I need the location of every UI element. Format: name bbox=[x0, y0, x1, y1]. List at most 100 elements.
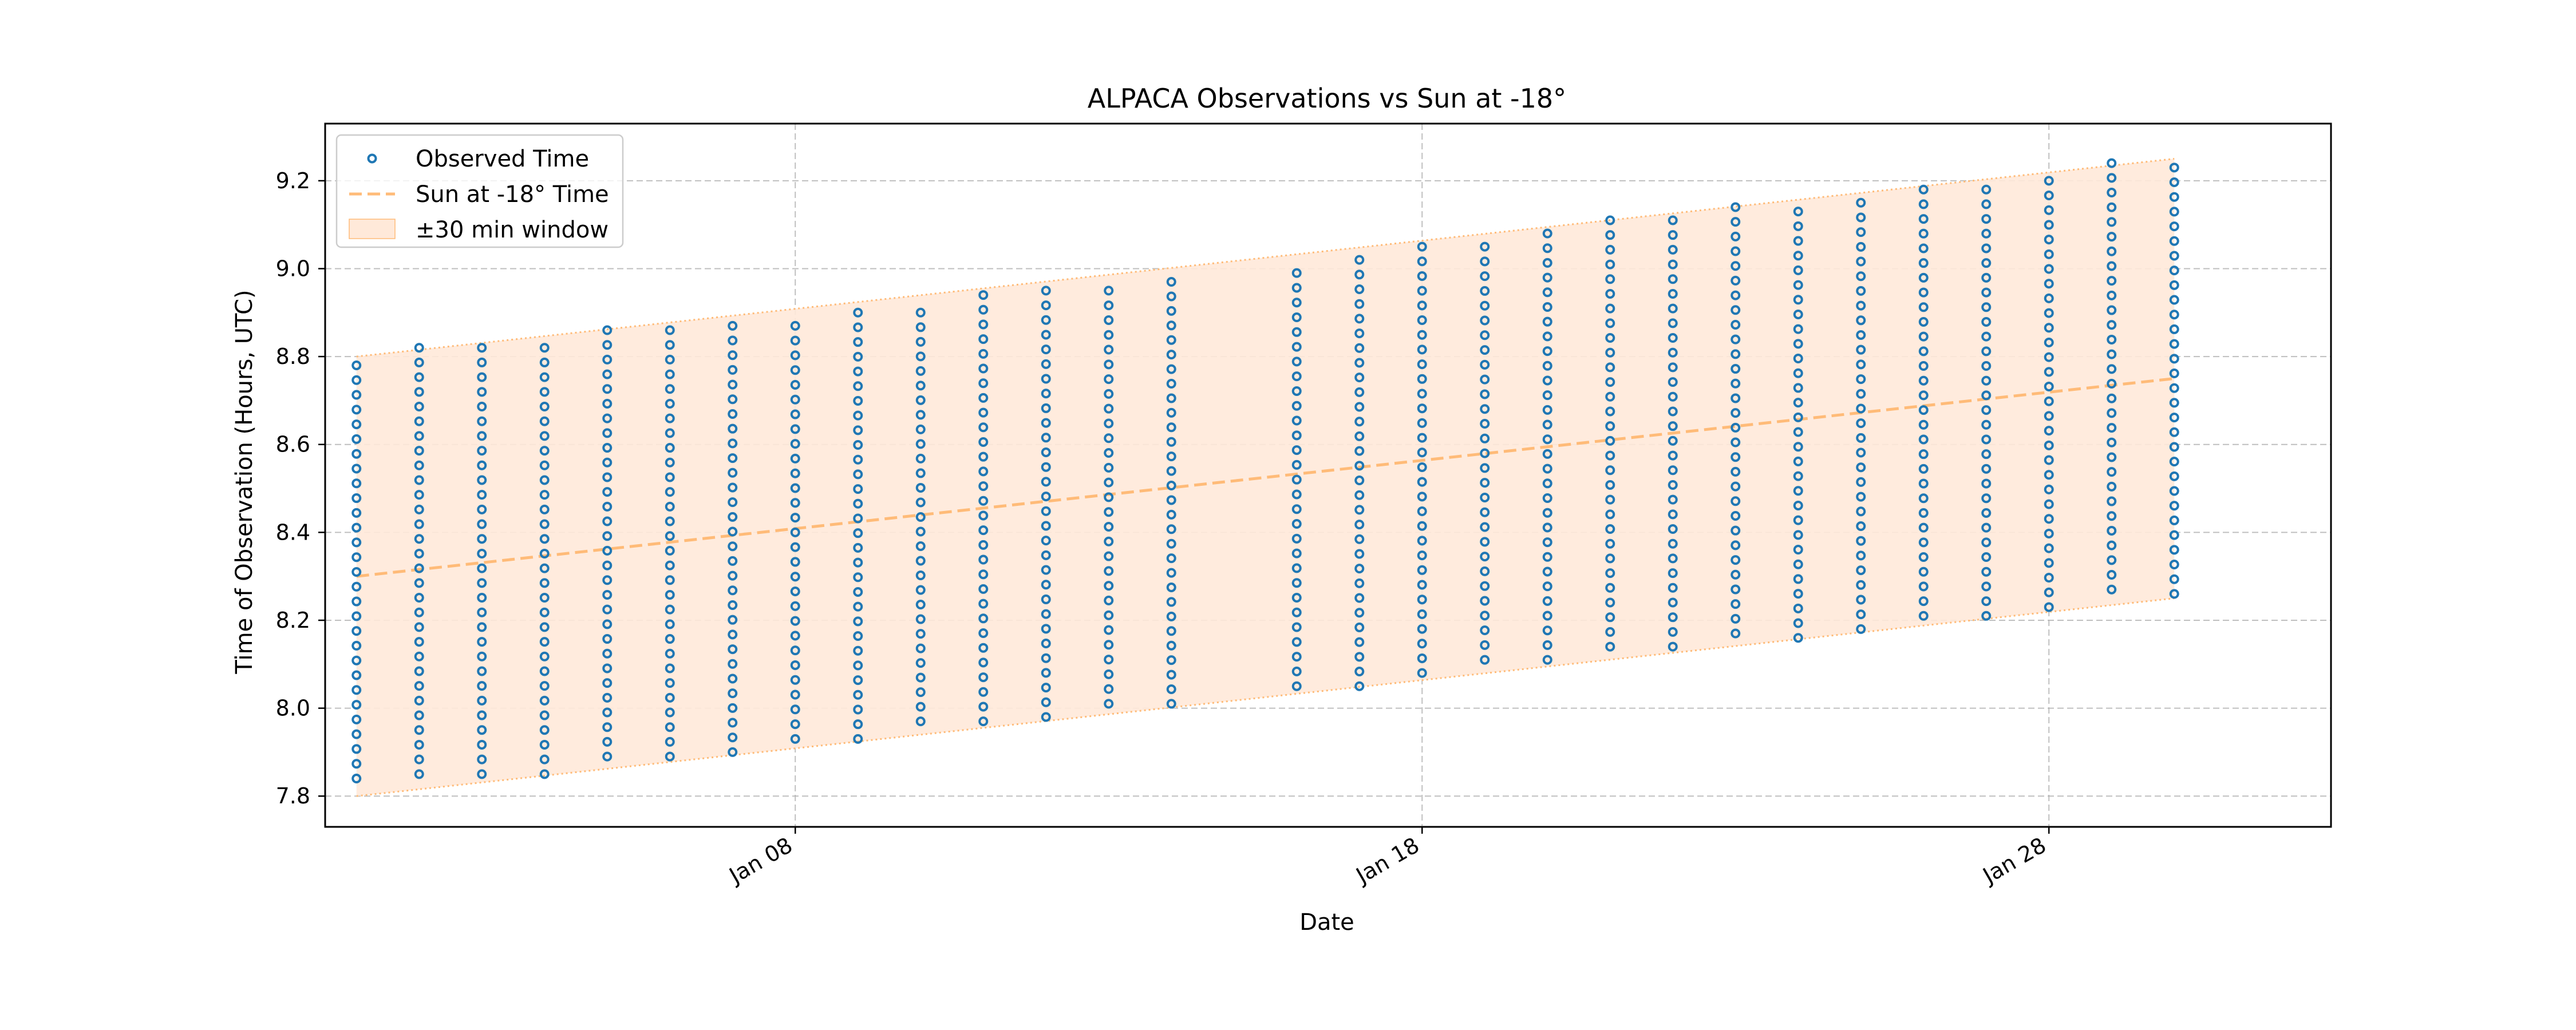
observation-point bbox=[1605, 259, 1615, 270]
observation-point bbox=[1480, 330, 1490, 340]
observation-point bbox=[728, 600, 738, 610]
observation-point bbox=[1041, 550, 1051, 560]
observation-point bbox=[1542, 566, 1552, 577]
observation-point bbox=[1668, 421, 1678, 431]
observation-point bbox=[1981, 566, 1992, 577]
observation-point bbox=[1605, 583, 1615, 593]
observation-point bbox=[1856, 212, 1866, 223]
sun-line-layer bbox=[356, 377, 2175, 578]
observation-point bbox=[477, 607, 487, 617]
observation-point bbox=[1354, 505, 1365, 515]
observation-point bbox=[1793, 309, 1803, 319]
observation-point bbox=[477, 578, 487, 588]
observation-point bbox=[1668, 230, 1678, 240]
observation-point bbox=[1981, 199, 1992, 209]
observation-point bbox=[1417, 492, 1427, 502]
observation-point bbox=[1542, 287, 1552, 298]
observation-point bbox=[1041, 374, 1051, 384]
observation-point bbox=[1480, 537, 1490, 547]
observation-point bbox=[1354, 387, 1365, 397]
observation-point bbox=[2169, 177, 2179, 188]
observation-point bbox=[414, 754, 424, 764]
observation-point bbox=[477, 519, 487, 529]
observation-point bbox=[1856, 256, 1866, 267]
observation-point bbox=[978, 657, 989, 668]
observation-point bbox=[1542, 625, 1552, 636]
observation-point bbox=[665, 736, 675, 747]
observation-point bbox=[602, 678, 613, 688]
observation-point bbox=[2169, 442, 2179, 452]
observation-point bbox=[1793, 207, 1803, 217]
observation-point bbox=[1918, 611, 1929, 621]
observation-point bbox=[1166, 379, 1176, 389]
observation-point bbox=[477, 548, 487, 558]
observation-point bbox=[602, 501, 613, 512]
observation-point bbox=[2107, 364, 2117, 374]
observation-point bbox=[2044, 279, 2054, 289]
observation-point bbox=[602, 589, 613, 600]
legend-label: Sun at -18° Time bbox=[416, 181, 609, 208]
observation-point bbox=[1605, 524, 1615, 534]
observation-point bbox=[915, 512, 926, 522]
observation-point bbox=[1793, 236, 1803, 246]
observation-point bbox=[853, 572, 863, 583]
observation-point bbox=[728, 350, 738, 360]
observation-point bbox=[2169, 515, 2179, 525]
observation-point bbox=[1730, 305, 1741, 315]
observation-point bbox=[1981, 302, 1992, 312]
observation-point bbox=[790, 483, 800, 493]
observation-point bbox=[1480, 404, 1490, 414]
observation-point bbox=[351, 478, 362, 489]
observation-point bbox=[1480, 256, 1490, 267]
observation-point bbox=[1918, 272, 1929, 283]
observation-point bbox=[1354, 446, 1365, 456]
observation-point bbox=[728, 585, 738, 596]
observation-point bbox=[728, 512, 738, 522]
observation-point bbox=[1417, 374, 1427, 384]
observation-point bbox=[602, 384, 613, 394]
observation-point bbox=[853, 660, 863, 671]
observation-point bbox=[477, 402, 487, 412]
observation-point bbox=[1856, 315, 1866, 326]
observation-point bbox=[665, 325, 675, 335]
observation-point bbox=[2169, 310, 2179, 320]
observation-point bbox=[1730, 466, 1741, 477]
observation-point bbox=[1104, 699, 1114, 709]
observation-point bbox=[1668, 333, 1678, 343]
observation-point bbox=[1856, 359, 1866, 370]
observation-point bbox=[414, 593, 424, 603]
observation-point bbox=[414, 504, 424, 514]
observation-point bbox=[978, 466, 989, 477]
sun-line bbox=[356, 377, 2175, 578]
observation-point bbox=[539, 519, 550, 529]
observation-point bbox=[1605, 318, 1615, 328]
observation-point bbox=[1480, 552, 1490, 562]
observation-point bbox=[1354, 373, 1365, 383]
observation-point bbox=[1730, 290, 1741, 300]
observation-point bbox=[1542, 552, 1552, 562]
observation-point bbox=[1918, 464, 1929, 474]
observation-point bbox=[414, 725, 424, 735]
observation-point bbox=[915, 687, 926, 698]
observation-point bbox=[1605, 450, 1615, 461]
observation-point bbox=[1668, 612, 1678, 623]
observation-point bbox=[1668, 538, 1678, 549]
observation-point bbox=[1856, 330, 1866, 340]
observation-point bbox=[1041, 330, 1051, 340]
observation-point bbox=[1041, 300, 1051, 311]
observation-point bbox=[414, 416, 424, 426]
observation-point bbox=[1480, 640, 1490, 650]
observation-point bbox=[1166, 277, 1176, 287]
observation-point bbox=[2107, 261, 2117, 271]
observation-point bbox=[1542, 375, 1552, 386]
observation-point bbox=[2169, 221, 2179, 232]
observation-point bbox=[665, 619, 675, 629]
observation-point bbox=[1480, 374, 1490, 385]
observation-point bbox=[1793, 368, 1803, 378]
observation-point bbox=[2044, 337, 2054, 347]
observation-point bbox=[2044, 528, 2054, 538]
observation-point bbox=[1354, 476, 1365, 486]
observation-point bbox=[665, 369, 675, 379]
observation-point bbox=[1918, 258, 1929, 268]
observation-point bbox=[2044, 235, 2054, 245]
